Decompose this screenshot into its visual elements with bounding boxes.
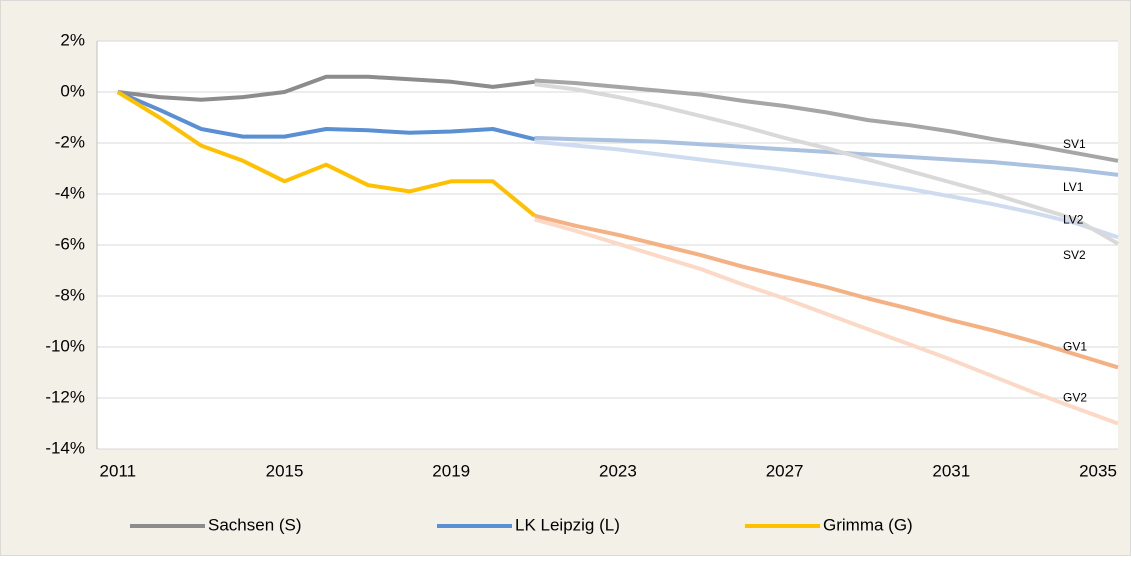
y-tick-label: -4% bbox=[55, 183, 85, 202]
x-tick-label: 2035 bbox=[1079, 461, 1117, 480]
series-line bbox=[534, 213, 1119, 370]
series-line bbox=[534, 78, 1119, 163]
series-line bbox=[534, 139, 1119, 240]
projection-label: GV2 bbox=[1063, 391, 1087, 405]
y-tick-label: -8% bbox=[55, 285, 85, 304]
x-tick-label: 2031 bbox=[932, 461, 970, 480]
y-tick-label: 0% bbox=[60, 81, 85, 100]
y-tick-label: -14% bbox=[45, 438, 85, 457]
series-line bbox=[117, 90, 536, 142]
y-tick-label: -2% bbox=[55, 132, 85, 151]
projection-label: LV1 bbox=[1063, 180, 1084, 194]
series-line bbox=[534, 82, 1120, 246]
x-tick-label: 2019 bbox=[432, 461, 470, 480]
legend-label: LK Leipzig (L) bbox=[515, 515, 620, 534]
series-line bbox=[117, 74, 535, 102]
x-tick-label: 2027 bbox=[766, 461, 804, 480]
legend-label: Sachsen (S) bbox=[208, 515, 302, 534]
y-tick-label: -6% bbox=[55, 234, 85, 253]
series-line bbox=[534, 217, 1119, 426]
x-tick-label: 2023 bbox=[599, 461, 637, 480]
projection-label: SV2 bbox=[1063, 248, 1086, 262]
y-tick-label: 2% bbox=[60, 30, 85, 49]
projection-label: SV1 bbox=[1063, 137, 1086, 151]
legend-label: Grimma (G) bbox=[823, 515, 913, 534]
projection-label: GV1 bbox=[1063, 340, 1087, 354]
x-tick-label: 2015 bbox=[266, 461, 304, 480]
y-tick-label: -12% bbox=[45, 387, 85, 406]
projection-label: LV2 bbox=[1063, 213, 1084, 227]
y-tick-label: -10% bbox=[45, 336, 85, 355]
series-line bbox=[116, 90, 536, 218]
series-line bbox=[534, 135, 1119, 177]
x-tick-label: 2011 bbox=[100, 461, 137, 480]
